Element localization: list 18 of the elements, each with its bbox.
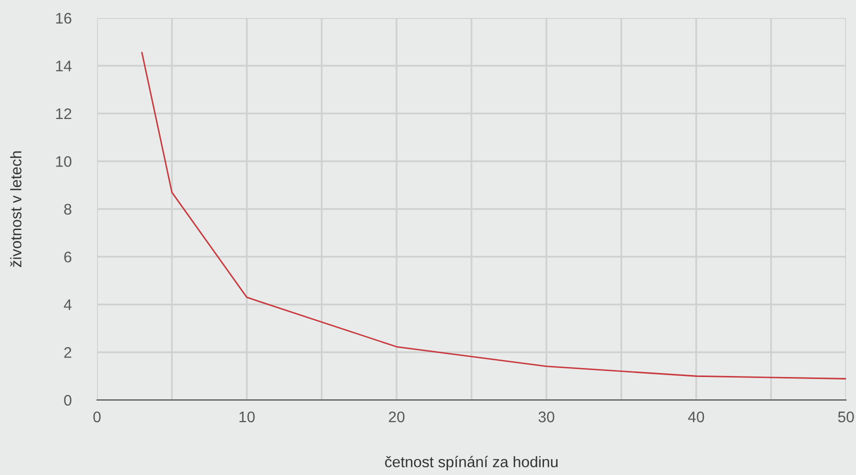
y-tick-label: 14 xyxy=(56,60,72,72)
y-axis-title: životnost v letech xyxy=(10,151,22,267)
y-tick-label: 12 xyxy=(56,108,72,120)
y-tick-label: 8 xyxy=(64,204,72,215)
y-tick-label: 6 xyxy=(64,252,72,262)
x-tick-label: 10 xyxy=(239,412,255,422)
y-tick-label: 16 xyxy=(56,12,72,24)
x-axis-title: četnost spínání za hodinu xyxy=(385,456,558,470)
x-tick-label: 50 xyxy=(838,412,854,422)
y-tick-label: 4 xyxy=(64,300,72,310)
y-tick-label: 2 xyxy=(64,347,72,358)
x-tick-label: 20 xyxy=(388,412,404,422)
y-tick-label: 0 xyxy=(64,394,72,406)
x-tick-label: 40 xyxy=(688,412,704,422)
y-tick-label: 10 xyxy=(56,156,72,167)
x-tick-label: 30 xyxy=(538,412,554,422)
x-tick-label: 0 xyxy=(93,412,101,422)
line-series xyxy=(141,52,846,380)
